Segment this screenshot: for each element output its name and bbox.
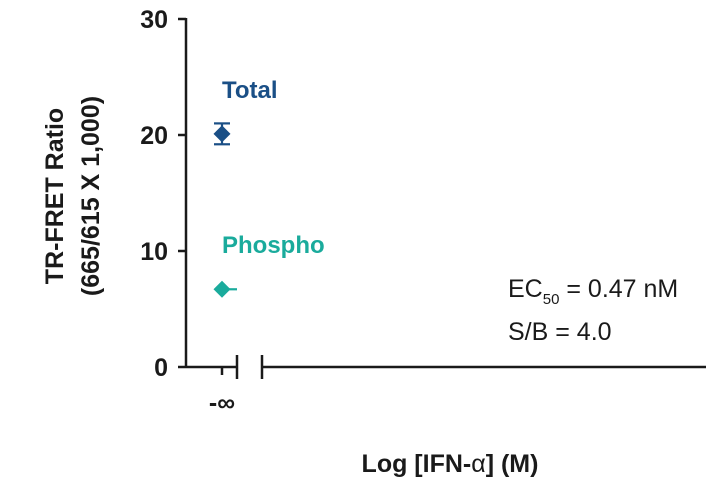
y-axis-title: TR-FRET Ratio: [41, 108, 69, 284]
signal-background-annotation: S/B = 4.0: [508, 318, 612, 346]
data-point-phospho-zero: [213, 280, 231, 298]
y-ticks: 0 10 20 30: [140, 6, 186, 382]
y-tick-label: 10: [140, 238, 168, 266]
series-label-total: Total: [222, 77, 278, 104]
series-label-phospho: Phospho: [222, 232, 325, 259]
y-tick-label: 30: [140, 6, 168, 34]
ec50-annotation: EC50 = 0.47 nM: [508, 275, 678, 308]
data-markers: [213, 122, 237, 298]
data-point-total-zero: [213, 125, 231, 143]
y-axis-title-units: (665/615 X 1,000): [77, 96, 105, 296]
x-axis-title: Log [IFN-α] (M): [362, 450, 539, 478]
y-tick-label: 0: [154, 354, 168, 382]
x-tick-label-zero: -∞: [209, 389, 235, 417]
y-tick-label: 20: [140, 122, 168, 150]
